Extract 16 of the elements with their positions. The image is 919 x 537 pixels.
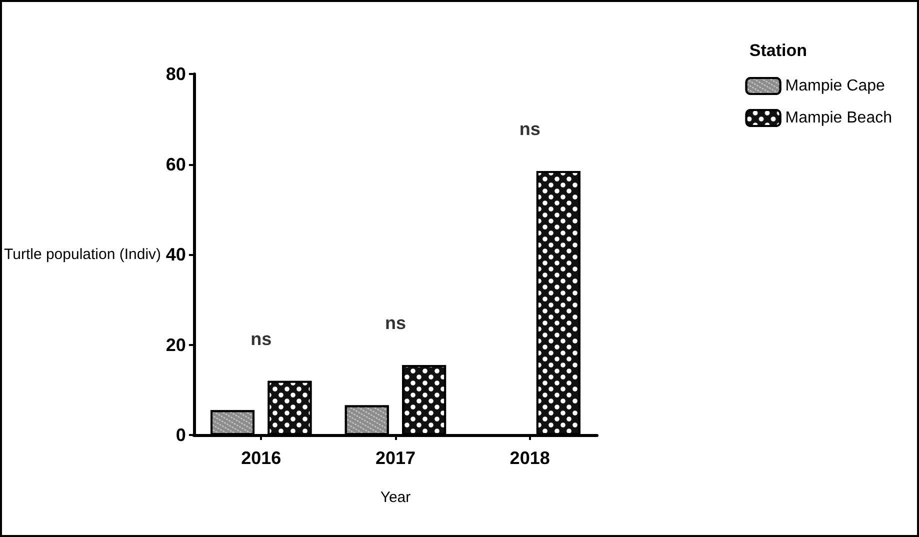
legend-title: Station — [749, 41, 807, 60]
legend-label: Mampie Cape — [785, 78, 885, 94]
y-axis-title: Turtle population (Indiv) — [4, 246, 162, 263]
legend-label: Mampie Beach — [785, 110, 892, 126]
y-tick-label: 20 — [166, 334, 186, 355]
y-tick-label: 60 — [166, 154, 186, 174]
y-tick-label: 80 — [166, 64, 186, 84]
x-axis-title: Year — [380, 489, 411, 506]
annotation: ns — [519, 119, 540, 140]
annotation: ns — [250, 328, 272, 349]
annotation: ns — [384, 313, 406, 334]
y-tick-label: 0 — [176, 425, 186, 445]
x-tick-label: 2018 — [510, 448, 550, 468]
x-tick-label: 2016 — [241, 448, 282, 468]
y-tick-label: 40 — [166, 244, 186, 264]
x-tick-label: 2017 — [375, 448, 416, 468]
